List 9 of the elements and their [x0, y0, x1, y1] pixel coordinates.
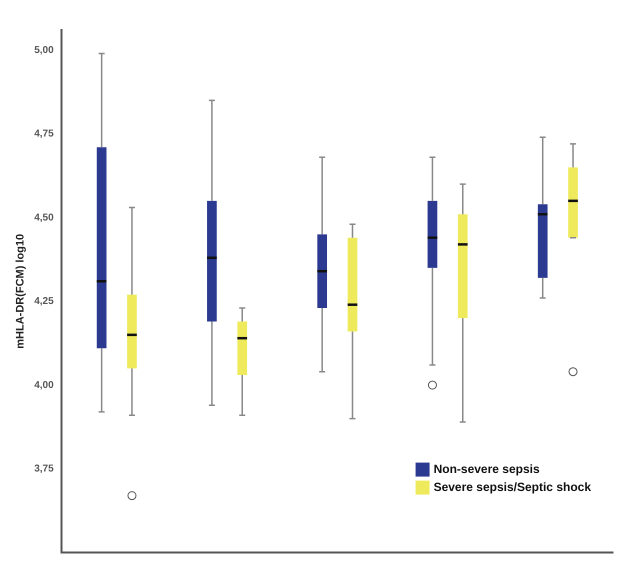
y-tick-label: 4,00	[34, 380, 54, 391]
y-tick-label: 4,50	[34, 212, 54, 224]
legend-label: Non-severe sepsis	[434, 462, 540, 476]
legend-label: Severe sepsis/Septic shock	[434, 480, 592, 494]
y-axis-title: mHLA-DR(FCM) log10	[14, 234, 27, 349]
y-tick-label: 4,75	[34, 128, 54, 140]
y-tick-label: 5,00	[34, 44, 54, 56]
y-tick-label: 3,75	[34, 464, 54, 475]
y-tick-label: 4,25	[34, 296, 54, 308]
